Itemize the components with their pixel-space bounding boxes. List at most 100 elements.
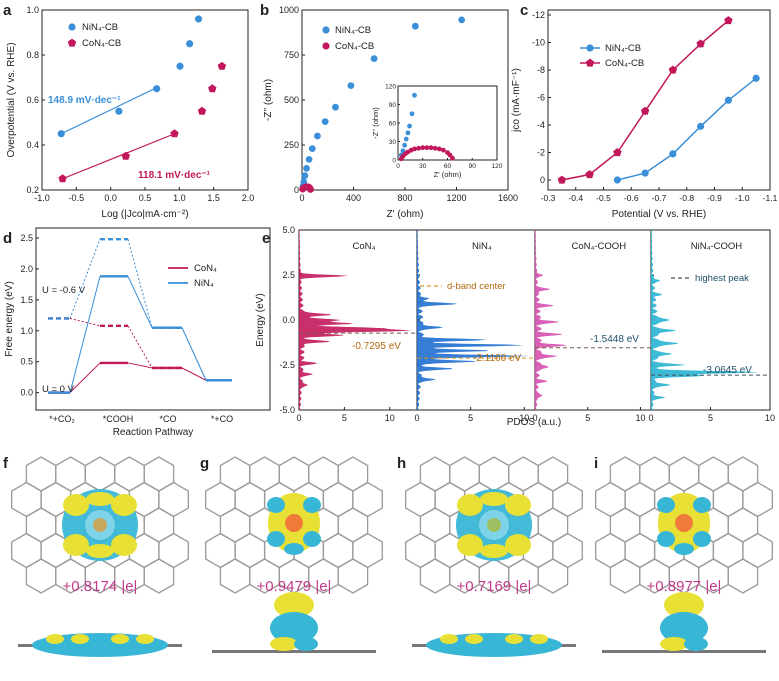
- panel-a-x-tick-label: -1.0: [34, 193, 50, 203]
- panel-c-point: [640, 106, 650, 115]
- graphene-hexagon: [114, 456, 145, 492]
- panel-i-letter: i: [594, 455, 598, 472]
- side-view-lobe: [46, 634, 64, 644]
- panel-b-inset-y-tick-label: 30: [389, 139, 397, 146]
- charge-accumulation-lobe: [505, 494, 531, 516]
- graphene-hexagon: [249, 456, 280, 492]
- side-view-lobe: [530, 634, 548, 644]
- panel-d-category-label: *+CO₂: [49, 414, 75, 424]
- panel-e-subplot-title: NiN₄-COOH: [691, 241, 743, 252]
- panel-e-subplot-title: NiN₄: [472, 241, 492, 252]
- charge-accumulation-lobe: [457, 494, 483, 516]
- panel-b-y-tick-label: 500: [284, 95, 299, 105]
- panel-h-structure: [405, 456, 583, 657]
- panel-b-point: [303, 165, 310, 172]
- charge-depletion-lobe: [693, 497, 711, 513]
- panel-e-subplot-axes: [416, 229, 536, 411]
- panel-b-point: [347, 82, 355, 89]
- panel-b-point: [370, 55, 378, 62]
- panel-a-fit-line: [62, 133, 175, 180]
- panel-c-point: [585, 170, 594, 179]
- graphene-hexagon: [308, 456, 339, 492]
- graphene-hexagon: [698, 456, 729, 492]
- panel-b-inset-point: [436, 146, 442, 152]
- panel-f-charge-label: +0.8174 |e|: [63, 578, 138, 595]
- panel-g-charge-label: +0.9479 |e|: [257, 578, 332, 595]
- panel-a-legend-marker: [68, 23, 76, 31]
- panel-e-x-tick-label: 0: [532, 413, 537, 423]
- graphene-hexagon: [219, 507, 251, 543]
- panel-b-inset-point: [440, 147, 446, 153]
- panel-c-point: [641, 169, 649, 177]
- panel-b-x-tick-label: 1200: [446, 193, 466, 203]
- panel-b-inset-x-tick-label: 90: [469, 163, 477, 170]
- graphene-hexagon: [639, 456, 670, 492]
- side-view-sheet: [212, 650, 376, 653]
- panel-e-x-tick-label: 10: [765, 413, 775, 423]
- panel-i-structure: [595, 456, 773, 653]
- panel-b-y-tick-label: 750: [284, 50, 299, 60]
- panel-d-connector: [69, 317, 101, 327]
- panel-b-inset-point: [412, 92, 417, 98]
- graphene-hexagon: [624, 481, 656, 518]
- side-view-lobe: [660, 637, 688, 651]
- panel-b-inset-y-tick-label: 60: [389, 121, 397, 128]
- panel-d-y-tick-label: 1.0: [20, 326, 33, 336]
- panel-b-inset-point: [424, 145, 430, 151]
- graphene-hexagon: [219, 558, 251, 594]
- panel-a-point: [170, 129, 179, 138]
- panel-b-inset-point: [428, 145, 434, 151]
- side-view-lobe: [664, 592, 704, 618]
- panel-b-point: [314, 132, 321, 140]
- graphene-hexagon: [449, 456, 480, 492]
- panel-e-x-tick-label: 0: [648, 413, 653, 423]
- graphene-hexagon: [742, 532, 773, 569]
- panel-e-center-label: -1.5448 eV: [590, 334, 639, 345]
- panel-b-inset-x-tick-label: 0: [396, 163, 400, 170]
- charge-accumulation-lobe: [457, 534, 483, 556]
- graphene-hexagon: [727, 507, 759, 543]
- panel-e-center-label: -0.7295 eV: [352, 341, 401, 352]
- graphene-hexagon: [25, 456, 57, 492]
- panel-a-point: [115, 107, 123, 115]
- graphene-hexagon: [337, 456, 369, 492]
- graphene-hexagon: [205, 481, 236, 518]
- graphene-hexagon: [352, 481, 383, 518]
- panel-b-legend-label: CoN₄-CB: [335, 41, 374, 52]
- panel-a-y-tick-label: 0.4: [26, 140, 39, 150]
- panel-b-inset-point: [403, 136, 409, 142]
- panel-a-point: [208, 84, 217, 93]
- panel-b-legend-marker: [322, 42, 330, 50]
- graphene-hexagon: [55, 456, 86, 492]
- side-view-lobe: [136, 634, 154, 644]
- panel-c-point: [724, 16, 733, 25]
- panel-a-x-tick-label: 0.0: [104, 193, 117, 203]
- panel-b-inset-x-tick-label: 60: [444, 163, 452, 170]
- side-view-lobe: [505, 634, 523, 644]
- panel-f-structure: [11, 456, 189, 657]
- panel-b-legend-label: NiN₄-CB: [335, 25, 371, 36]
- panel-a-letter: a: [3, 2, 12, 19]
- panel-c-x-tick-label: -0.4: [568, 193, 583, 203]
- panel-c-y-tick-label: -4: [537, 120, 545, 130]
- panel-e-center-label: -3.0645 eV: [703, 365, 752, 376]
- panel-c-point: [613, 148, 622, 157]
- charge-accumulation-lobe: [86, 544, 114, 558]
- panel-a-x-tick-label: 1.0: [173, 193, 186, 203]
- charge-accumulation-lobe: [480, 492, 508, 506]
- graphene-hexagon: [234, 481, 266, 518]
- panel-e-subplot-title: CoN₄: [352, 241, 375, 252]
- graphene-hexagon: [552, 532, 583, 569]
- panel-b-y-tick-label: 1000: [279, 5, 299, 15]
- panel-d-y-tick-label: 2.0: [20, 264, 33, 274]
- panel-c-ylabel: jco (mA·mF⁻¹): [511, 68, 522, 133]
- panel-b-inset-point: [420, 145, 426, 151]
- panel-a-y-tick-label: 1.0: [26, 5, 39, 15]
- charge-accumulation-lobe: [63, 494, 89, 516]
- panel-c-x-tick-label: -0.7: [652, 193, 667, 203]
- graphene-hexagon: [158, 481, 189, 518]
- panel-b-point: [308, 145, 316, 153]
- graphene-hexagon: [668, 456, 700, 492]
- panel-b-ylabel: -Z'' (ohm): [263, 79, 274, 121]
- graphene-hexagon: [537, 558, 569, 594]
